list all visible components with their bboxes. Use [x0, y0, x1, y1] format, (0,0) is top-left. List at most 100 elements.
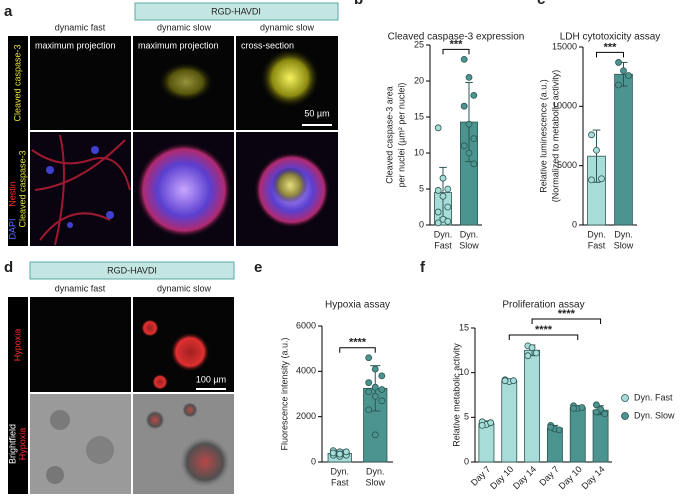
significance-bracket [339, 347, 376, 353]
nucleus [67, 222, 73, 228]
bar [478, 423, 495, 463]
data-point [434, 208, 442, 216]
data-point [598, 175, 605, 183]
panel-letter: b [354, 0, 363, 8]
significance-label: *** [450, 38, 464, 50]
data-point [365, 379, 373, 387]
x-tick-label: Fast [434, 240, 452, 250]
data-point [510, 377, 517, 385]
data-point [365, 388, 373, 396]
panel-letter: c [537, 0, 545, 8]
y-tick-label: 4000 [296, 366, 316, 376]
nucleus [106, 211, 114, 219]
x-tick-label: Fast [331, 477, 349, 487]
data-point [615, 81, 622, 89]
data-point [570, 404, 577, 412]
data-point [501, 377, 509, 385]
spheroid [136, 142, 232, 238]
row-label: DAPI [7, 218, 17, 239]
x-tick-label: Slow [365, 477, 385, 487]
cell [50, 410, 70, 430]
micrograph [30, 394, 131, 494]
image-label: cross-section [241, 40, 294, 50]
y-axis-label: (Normalized to metabolic activity) [550, 70, 560, 203]
header-box [134, 2, 339, 21]
legend-marker [621, 394, 629, 402]
significance-label: **** [535, 324, 553, 336]
panel-letter: d [4, 259, 13, 276]
data-point [478, 421, 486, 429]
y-tick-label: 10 [414, 147, 424, 157]
data-point [588, 176, 595, 184]
spheroid [145, 410, 165, 430]
image-label: maximum projection [138, 40, 219, 50]
y-tick-label: 0 [419, 219, 424, 229]
x-tick-label: Dyn. [460, 229, 479, 239]
y-tick-label: 10000 [552, 101, 577, 111]
y-axis-label: Cleaved caspase-3 area [384, 86, 394, 184]
x-tick-label: Day 10 [488, 464, 515, 491]
x-tick-label: Day 10 [557, 464, 584, 491]
x-tick-label: Dyn. [434, 229, 453, 239]
data-point [592, 401, 600, 409]
y-axis-label: Relative luminescence (a.u.) [538, 79, 548, 193]
data-point [371, 383, 379, 391]
x-tick-label: Dyn. [366, 466, 385, 476]
column-label: dynamic slow [157, 283, 212, 293]
bar [546, 427, 563, 463]
signal [141, 319, 159, 337]
data-point [532, 349, 540, 357]
data-point [528, 344, 536, 352]
data-point [592, 408, 600, 416]
data-point [444, 217, 452, 225]
x-tick-label: Dyn. [614, 229, 633, 239]
bar [592, 409, 609, 463]
chart-title: Proliferation assay [502, 300, 584, 311]
cell [46, 466, 64, 484]
bar [569, 407, 586, 463]
header: RGD-HAVDI [107, 265, 157, 275]
image-grid [30, 297, 234, 494]
micrograph [30, 297, 131, 392]
y-tick-label: 5000 [557, 160, 577, 170]
data-point [329, 449, 337, 457]
data-point [378, 397, 386, 405]
bar [501, 380, 518, 463]
legend-label: Dyn. Fast [634, 392, 673, 402]
data-point [625, 72, 632, 79]
data-point [547, 423, 555, 431]
x-tick-label: Dyn. [587, 229, 606, 239]
data-point [465, 149, 473, 157]
image-grid [30, 36, 338, 246]
signal [272, 167, 308, 203]
row-label: Brightfield [7, 424, 17, 464]
y-tick-label: 0 [464, 456, 469, 466]
data-point [470, 135, 478, 143]
chart-title: Hypoxia assay [325, 300, 390, 311]
x-tick-label: Day 14 [511, 464, 538, 491]
data-point [465, 74, 473, 81]
data-point [439, 174, 447, 182]
row-label: Hypoxia [12, 329, 22, 362]
y-tick-label: 0 [572, 219, 577, 229]
significance-bracket [531, 318, 602, 324]
panel-letter: e [254, 259, 262, 276]
scale-label: 100 µm [196, 374, 226, 384]
scale-label: 50 µm [304, 108, 329, 118]
x-tick-label: Fast [588, 240, 606, 250]
data-point [593, 146, 600, 154]
y-tick-label: 10 [459, 367, 469, 377]
signal [170, 332, 210, 372]
header: RGD-HAVDI [211, 6, 261, 16]
cell [86, 436, 114, 464]
significance-label: **** [349, 337, 367, 349]
panel-letter: a [4, 3, 13, 20]
data-point [578, 404, 586, 411]
y-tick-label: 5 [419, 183, 424, 193]
column-label: dynamic slow [157, 22, 212, 32]
data-point [434, 187, 442, 194]
data-point [365, 354, 373, 362]
significance-bracket [596, 51, 624, 58]
data-point [460, 56, 468, 63]
nucleus [46, 166, 54, 174]
